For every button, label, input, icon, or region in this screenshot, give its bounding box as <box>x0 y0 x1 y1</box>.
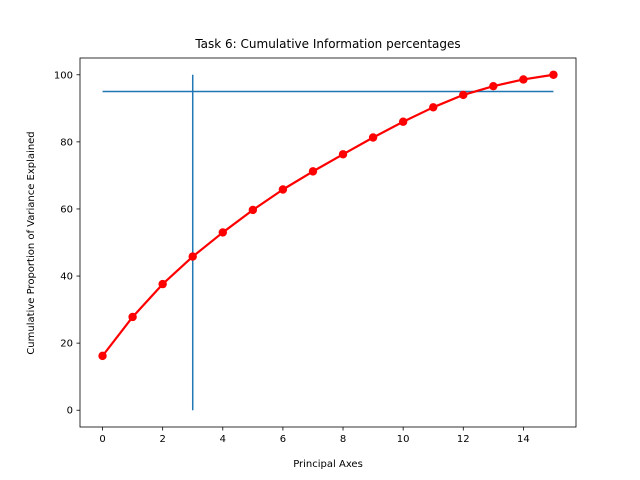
y-tick-label: 100 <box>54 70 73 81</box>
x-tick-label: 6 <box>280 434 286 445</box>
data-point <box>429 103 438 112</box>
plot-frame <box>79 57 577 428</box>
data-point <box>519 75 528 84</box>
data-point <box>248 205 258 215</box>
y-axis-label: Cumulative Proportion of Variance Explai… <box>26 131 37 354</box>
data-point <box>128 312 137 322</box>
data-point <box>278 185 288 194</box>
x-tick-label: 4 <box>220 434 226 445</box>
x-tick-label: 12 <box>457 434 470 445</box>
chart-title: Task 6: Cumulative Information percentag… <box>194 37 460 51</box>
data-point <box>188 252 197 261</box>
x-tick-label: 0 <box>99 434 105 445</box>
x-tick-label: 10 <box>397 434 410 445</box>
data-point <box>459 90 468 100</box>
y-tick-label: 40 <box>60 272 73 283</box>
data-point <box>489 81 498 91</box>
x-axis-label: Principal Axes <box>293 459 363 470</box>
axes: 0 2 4 6 8 10 12 14 0 20 40 60 80 100 <box>54 57 577 445</box>
y-tick-label: 20 <box>60 339 73 350</box>
data-point <box>398 117 408 126</box>
data-point <box>308 167 318 176</box>
series-line <box>101 73 554 357</box>
y-tick-label: 0 <box>67 406 73 417</box>
data-point <box>338 150 348 159</box>
x-tick-label: 8 <box>340 434 346 445</box>
x-tick-label: 2 <box>159 434 165 445</box>
data-point <box>158 279 167 289</box>
y-tick-label: 80 <box>60 137 73 148</box>
plot-area <box>98 70 558 411</box>
data-point <box>98 351 107 361</box>
data-point <box>368 133 378 142</box>
data-point <box>549 70 558 79</box>
y-tick-label: 60 <box>60 204 73 215</box>
x-tick-label: 14 <box>517 434 530 445</box>
data-point <box>218 228 227 237</box>
